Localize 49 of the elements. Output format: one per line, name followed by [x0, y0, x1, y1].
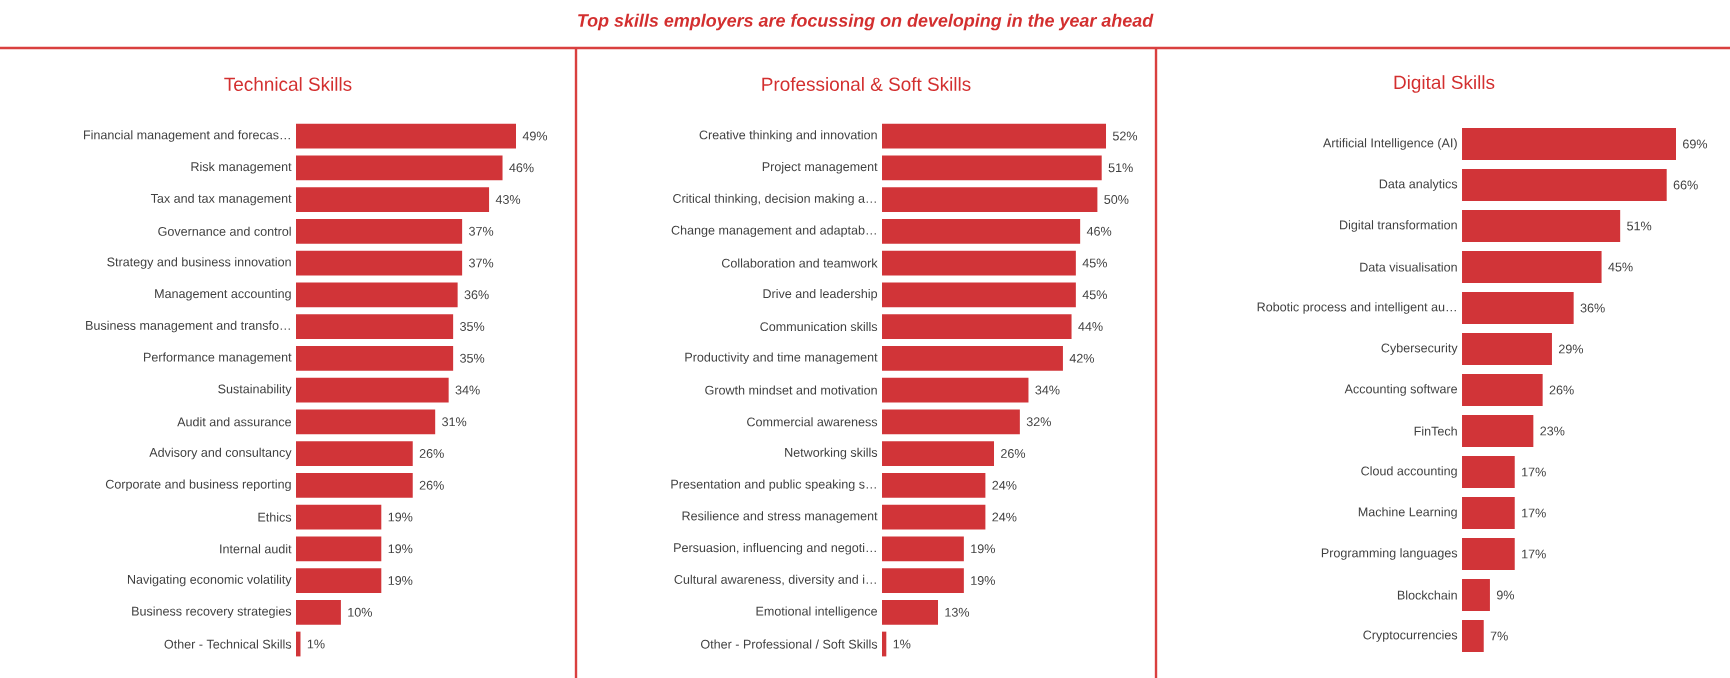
bar [296, 568, 382, 593]
bar [1462, 497, 1515, 529]
bar [882, 536, 964, 562]
bar [1462, 456, 1515, 488]
bar [296, 409, 436, 435]
bar [296, 441, 413, 466]
chart-title: Technical Skills [224, 77, 352, 91]
bar [296, 345, 454, 371]
bar [882, 250, 1076, 276]
bar [1462, 415, 1534, 447]
bar [296, 123, 516, 149]
bar [882, 472, 986, 498]
bar [1462, 579, 1490, 611]
bar [1462, 620, 1484, 652]
chart-title: Professional & Soft Skills [762, 77, 971, 91]
bar [1462, 374, 1543, 406]
bar [1462, 292, 1574, 324]
bar [296, 377, 449, 403]
chart-title: Digital Skills [1394, 75, 1495, 93]
bar [882, 218, 1081, 244]
bar [1462, 169, 1667, 201]
bar [1462, 251, 1602, 283]
bar [882, 123, 1107, 149]
bar [296, 250, 463, 276]
bar [296, 536, 382, 562]
bar [882, 504, 986, 530]
bar [882, 441, 995, 466]
bar [1462, 210, 1621, 242]
text: Top skills employers are focussing on developing in the year ahead [578, 13, 1154, 31]
bar [882, 377, 1029, 403]
bar [882, 155, 1102, 181]
bar [296, 504, 382, 530]
bar [882, 187, 1098, 212]
bar [296, 282, 458, 308]
bar [882, 568, 964, 593]
bar [296, 599, 341, 625]
bar [882, 409, 1020, 435]
bar [296, 218, 463, 244]
bar [1462, 538, 1515, 570]
bar [882, 314, 1072, 339]
bar [882, 282, 1076, 308]
bar [882, 599, 939, 625]
bar [1462, 333, 1552, 365]
bar [1462, 128, 1676, 160]
bar [296, 155, 503, 181]
bar [882, 345, 1063, 371]
bar [296, 187, 490, 212]
bar [296, 314, 454, 339]
bar [296, 472, 413, 498]
